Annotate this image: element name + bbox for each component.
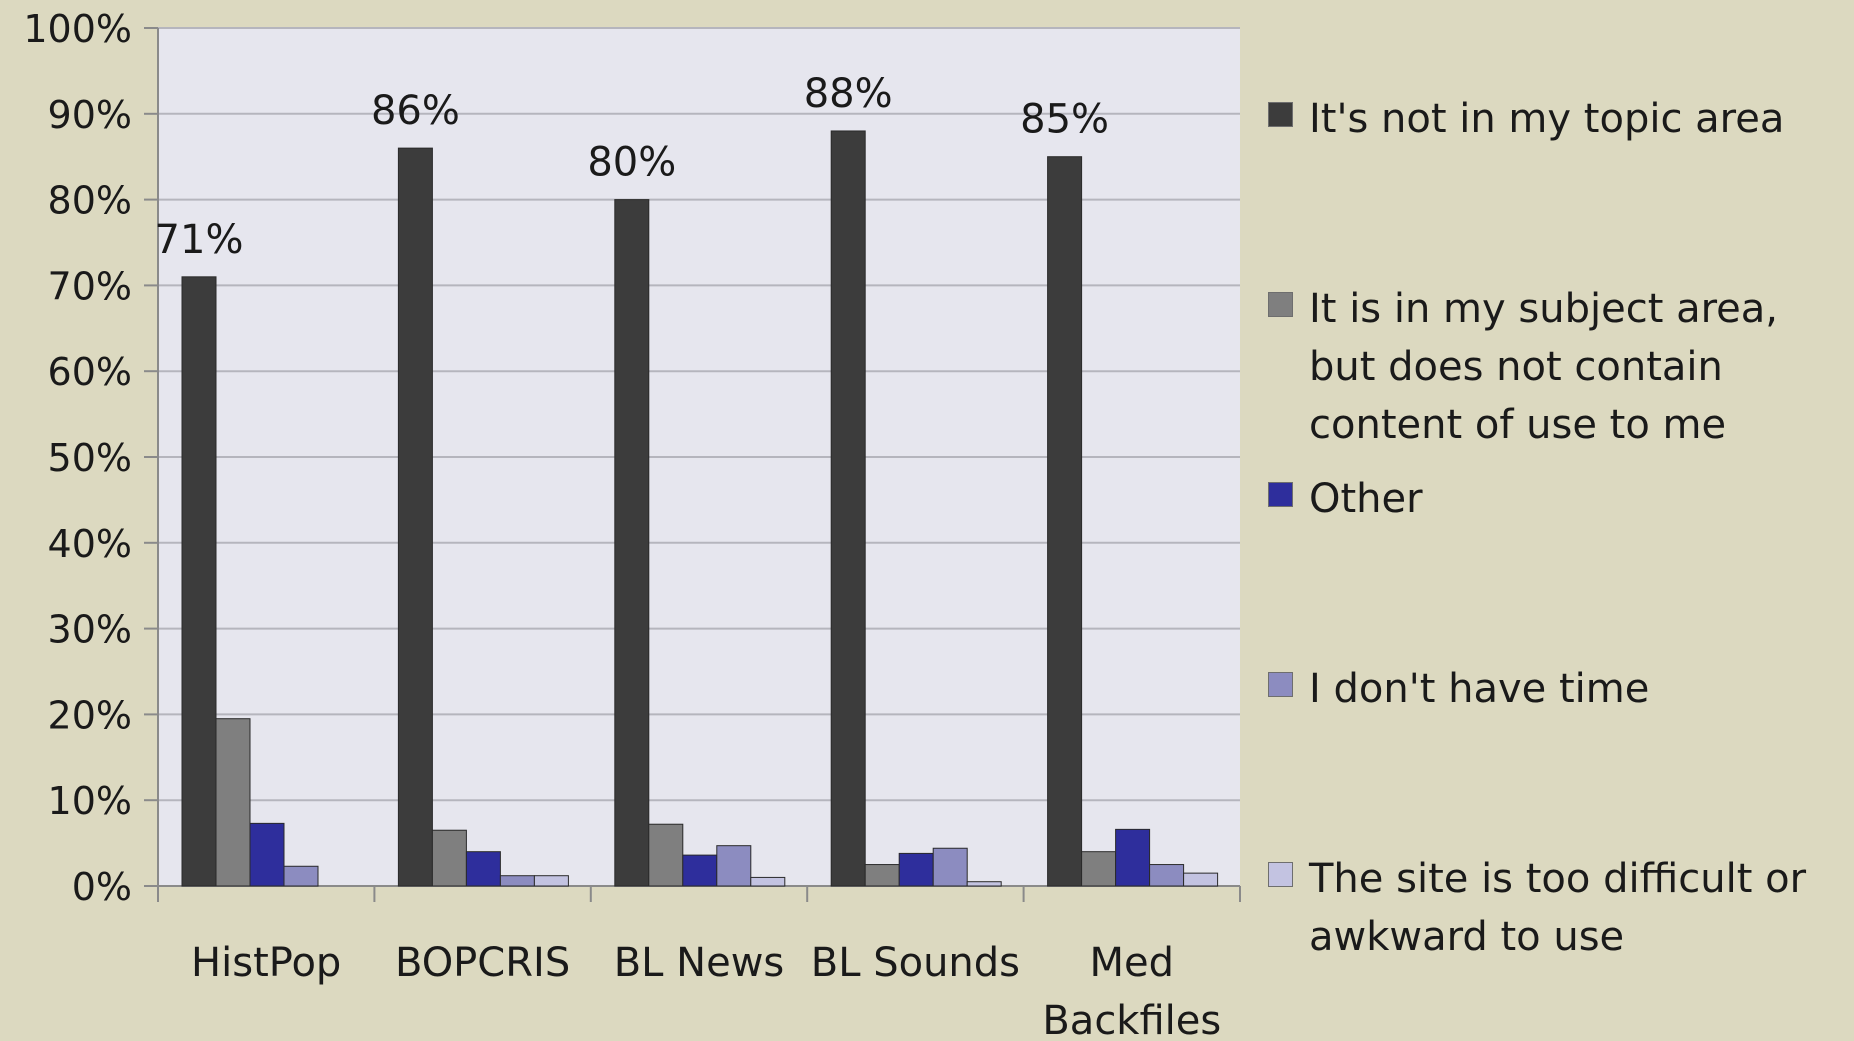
legend-label: Other: [1309, 476, 1423, 522]
bar: [215, 718, 251, 887]
y-tick-label: 90%: [48, 93, 132, 137]
y-tick-label: 50%: [48, 436, 132, 480]
bar: [431, 829, 467, 887]
bar: [932, 847, 968, 887]
x-tick-label: BOPCRIS: [395, 940, 570, 986]
legend-label: The site is too difficult or awkward to …: [1309, 856, 1807, 960]
y-tick-label: 30%: [48, 608, 132, 652]
bar: [249, 822, 285, 887]
data-label: 88%: [804, 71, 893, 117]
legend-swatch: [1268, 672, 1293, 697]
bar: [533, 875, 569, 887]
legend-item: The site is too difficult or awkward to …: [1268, 850, 1852, 966]
x-tick-label: BL Sounds: [811, 940, 1020, 986]
x-tick-label: Med Backfiles: [1042, 940, 1221, 1036]
legend-label: I don't have time: [1309, 666, 1650, 712]
bar: [830, 130, 866, 887]
bar: [1149, 864, 1185, 887]
legend-item: It is in my subject area, but does not c…: [1268, 280, 1852, 454]
data-label: 85%: [1020, 97, 1109, 143]
y-tick-label: 100%: [23, 7, 132, 51]
y-tick-label: 40%: [48, 522, 132, 566]
y-tick-label: 20%: [48, 693, 132, 737]
bar: [1047, 156, 1083, 887]
data-label: 80%: [587, 140, 676, 186]
x-tick-label: BL News: [614, 940, 785, 986]
bar: [966, 881, 1002, 887]
y-tick-label: 10%: [48, 779, 132, 823]
y-tick-label: 70%: [48, 264, 132, 308]
bar: [181, 276, 217, 887]
legend-swatch: [1268, 862, 1293, 887]
legend-label: It is in my subject area, but does not c…: [1309, 286, 1779, 448]
y-tick-label: 60%: [48, 350, 132, 394]
bar: [1081, 851, 1117, 887]
legend-item: I don't have time: [1268, 660, 1852, 718]
data-label: 86%: [371, 88, 460, 134]
x-tick-label: HistPop: [191, 940, 341, 986]
legend-swatch: [1268, 292, 1293, 317]
legend-item: It's not in my topic area: [1268, 90, 1852, 148]
bar: [1183, 872, 1219, 887]
legend-swatch: [1268, 482, 1293, 507]
legend-swatch: [1268, 102, 1293, 127]
bar: [750, 876, 786, 887]
bar: [283, 865, 319, 887]
bar: [716, 845, 752, 887]
bar: [614, 199, 650, 887]
legend-label: It's not in my topic area: [1309, 96, 1785, 142]
legend-item: Other: [1268, 470, 1852, 528]
bar: [1115, 828, 1151, 887]
bar: [864, 864, 900, 887]
bar: [682, 854, 718, 887]
y-tick-label: 0%: [72, 865, 132, 909]
bar: [898, 852, 934, 887]
bar: [648, 823, 684, 887]
data-label: 71%: [155, 217, 244, 263]
y-tick-label: 80%: [48, 179, 132, 223]
bar: [465, 851, 501, 887]
bar: [397, 147, 433, 887]
bar: [499, 875, 535, 887]
